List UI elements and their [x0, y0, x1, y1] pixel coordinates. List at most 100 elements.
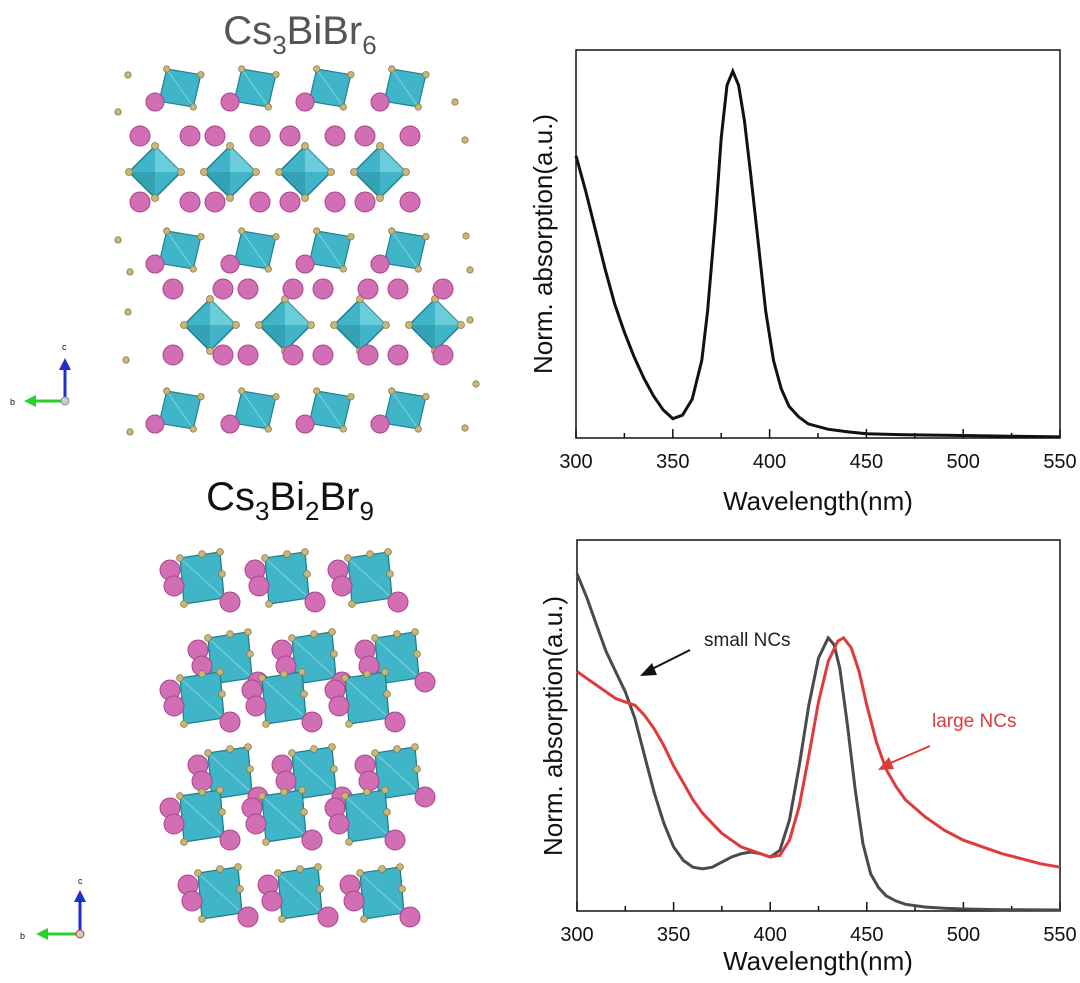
- bibr6-octahedron-large: [200, 142, 260, 202]
- c-axis-arrowhead-2: [74, 890, 86, 902]
- cs-atom: [204, 191, 226, 213]
- cs-atom: [324, 191, 346, 213]
- chart-1-tick-label-500: 500: [947, 451, 980, 473]
- structure-cs3bibr6-panel: Cs3BiBr6 c b: [10, 9, 480, 436]
- cs-atom: [304, 591, 326, 613]
- chart-1-tick-label-450: 450: [850, 451, 883, 473]
- cs-atom: [219, 711, 241, 733]
- bibr6-octahedron-tilted: [380, 387, 430, 433]
- cs-atom: [249, 125, 271, 147]
- chart-1-tick-label-400: 400: [753, 451, 786, 473]
- crystal-structure-cs3bibr6: [114, 65, 480, 436]
- annotation-small-ncs: small NCs: [704, 630, 791, 651]
- cs-atom: [212, 278, 234, 300]
- cs-atom: [282, 344, 304, 366]
- b-axis-arrowhead-2: [36, 928, 48, 940]
- annotation-small-ncs-arrowhead: [640, 663, 657, 676]
- crystal-structure-cs3bi2br9: [159, 548, 436, 928]
- bi2br9-octahedron-dimer: [261, 548, 313, 608]
- cs-atom: [317, 906, 339, 928]
- cs-atom: [220, 414, 240, 434]
- cs-atom: [324, 125, 346, 147]
- axis-origin: [60, 396, 70, 406]
- bi2br9-octahedron-dimer: [194, 863, 246, 923]
- bi2br9-octahedron-dimer: [176, 786, 228, 846]
- cs-atom: [261, 890, 283, 912]
- cs-atom: [220, 92, 240, 112]
- cs-atom: [279, 191, 301, 213]
- bibr6-octahedron-large: [125, 142, 185, 202]
- chart-2: 300 350 400 450 500 550 small NCs large NCs W…: [538, 539, 1077, 976]
- chart-2-series-large-ncs: [576, 635, 1061, 869]
- cs-atom: [179, 125, 201, 147]
- b-axis-arrowhead: [24, 395, 36, 407]
- cs-atom: [220, 254, 240, 274]
- cs-atom: [432, 344, 454, 366]
- chart-1-tick-label-350: 350: [656, 451, 689, 473]
- chart-2-tick-label-300: 300: [560, 924, 593, 946]
- cs-atom: [384, 829, 406, 851]
- bi2br9-octahedron-dimer: [176, 548, 228, 608]
- cs-atom: [295, 254, 315, 274]
- cs-atom: [163, 813, 185, 835]
- cs-atom: [414, 786, 436, 808]
- c-axis-label-2: c: [78, 876, 83, 886]
- chart-2-tick-label-400: 400: [754, 924, 787, 946]
- cs-atom: [129, 125, 151, 147]
- bibr6-octahedron-large: [350, 142, 410, 202]
- cs-atom: [357, 344, 379, 366]
- cs-atom: [354, 191, 376, 213]
- chart-2-tick-label-550: 550: [1043, 924, 1076, 946]
- chart-2-tick-label-350: 350: [657, 924, 690, 946]
- cs-atom: [301, 711, 323, 733]
- bi2br9-octahedron-dimer: [341, 786, 393, 846]
- cs-atom: [399, 191, 421, 213]
- bi2br9-octahedron-dimer: [176, 668, 228, 728]
- cs-atom: [354, 125, 376, 147]
- chart-1-tick-label-550: 550: [1043, 451, 1076, 473]
- bibr6-octahedron-large: [180, 295, 240, 355]
- cs-atom: [245, 695, 267, 717]
- cs-atom: [357, 278, 379, 300]
- annotation-small-ncs-arrow: [649, 649, 691, 671]
- cs-atom: [245, 813, 267, 835]
- cs-atom: [249, 191, 271, 213]
- chart-1-xlabel: Wavelength(nm): [723, 486, 913, 516]
- chart-1-ylabel: Norm. absorption(a.u.): [528, 114, 558, 374]
- cs-atom: [237, 906, 259, 928]
- cs-atom: [414, 671, 436, 693]
- cs-atom: [282, 278, 304, 300]
- cs-atom: [295, 92, 315, 112]
- b-axis-label-2: b: [20, 931, 25, 941]
- structure-cs3bi2br9-panel: Cs3Bi2Br9 c b: [20, 475, 436, 941]
- bibr6-octahedron-large: [255, 295, 315, 355]
- axis-origin-2: [75, 929, 85, 939]
- cs-atom: [370, 414, 390, 434]
- cs-atom: [145, 254, 165, 274]
- cs-atom: [370, 92, 390, 112]
- cs-atom: [212, 344, 234, 366]
- chart-2-tick-label-450: 450: [850, 924, 883, 946]
- cs-atom: [145, 92, 165, 112]
- chart-2-series-small-ncs: [575, 573, 1061, 912]
- cs-atom: [343, 890, 365, 912]
- chart-1-x-tick-labels: 300 350 400 450 500 550: [559, 451, 1076, 473]
- chart-1: 300 350 400 450 500 550 Wavelength(nm) Norm. …: [528, 49, 1077, 516]
- cs-atom: [163, 695, 185, 717]
- bi2br9-octahedron-dimer: [258, 668, 310, 728]
- cs-atom: [204, 125, 226, 147]
- cs-atom: [219, 829, 241, 851]
- cs-atom: [387, 344, 409, 366]
- cs-atom: [312, 344, 334, 366]
- cs-atom: [399, 906, 421, 928]
- cs-atom: [331, 575, 353, 597]
- chart-2-tick-label-500: 500: [947, 924, 980, 946]
- formula-cs3bibr6: Cs3BiBr6: [223, 9, 376, 60]
- bi2br9-octahedron-dimer: [344, 548, 396, 608]
- cs-atom: [399, 125, 421, 147]
- cs-atom: [279, 125, 301, 147]
- cs-atom: [145, 414, 165, 434]
- c-axis-arrowhead: [59, 358, 71, 370]
- cs-atom: [181, 890, 203, 912]
